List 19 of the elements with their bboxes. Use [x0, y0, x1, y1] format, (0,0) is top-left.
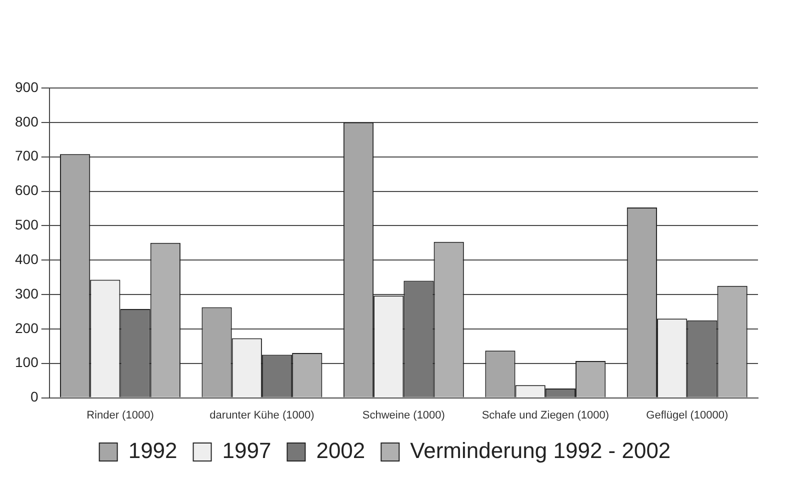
y-tick-label: 900 [15, 78, 39, 95]
x-tick-label: Schweine (1000) [362, 409, 445, 422]
y-tick-label: 400 [15, 250, 39, 267]
y-tick-label: 100 [15, 354, 39, 370]
legend-label: 1997 [222, 438, 272, 464]
x-tick-label: Geflügel (10000) [646, 409, 728, 422]
y-tick-label: 700 [15, 148, 39, 164]
x-tick-label: darunter Kühe (1000) [210, 409, 314, 422]
y-tick-label: 500 [15, 216, 39, 233]
y-tick-label: 0 [30, 388, 39, 405]
y-tick-label: 600 [15, 182, 39, 198]
legend-label: Verminderung 1992 - 2002 [410, 438, 671, 464]
y-tick-label: 300 [15, 285, 39, 302]
y-tick-label: 800 [15, 113, 39, 130]
y-tick-label: 200 [15, 320, 39, 336]
x-tick-label: Rinder (1000) [86, 409, 154, 422]
legend-label: 1992 [128, 438, 178, 464]
x-tick-label: Schafe und Ziegen (1000) [482, 409, 610, 422]
legend-label: 2002 [316, 438, 366, 464]
